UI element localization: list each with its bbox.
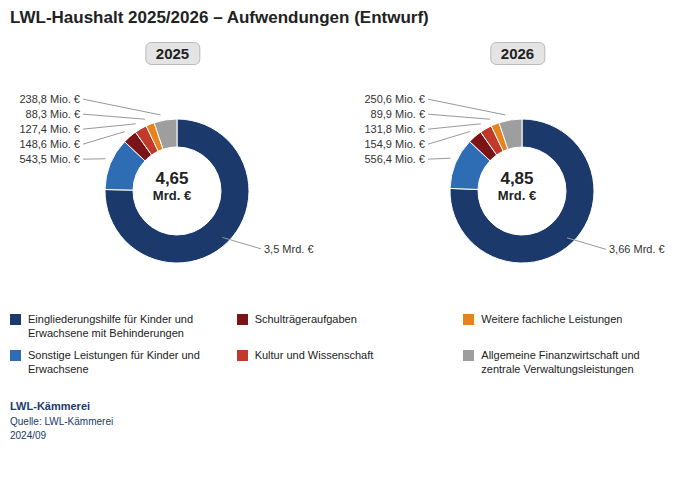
svg-text:250,6 Mio. €: 250,6 Mio. € — [364, 93, 425, 105]
html-text:Schulträgeraufgaben: Schulträgeraufgaben — [254, 313, 357, 325]
svg-text:3,5 Mrd. €: 3,5 Mrd. € — [264, 243, 314, 255]
svg-text:148,6 Mio. €: 148,6 Mio. € — [19, 138, 80, 150]
html-text:Weitere fachliche Leistungen: Weitere fachliche Leistungen — [481, 313, 623, 325]
html-text:LWL-Haushalt 2025/2026 – Aufwe: LWL-Haushalt 2025/2026 – Aufwendungen (E… — [10, 8, 429, 27]
svg-text:131,8 Mio. €: 131,8 Mio. € — [364, 123, 425, 135]
html-text:2025: 2025 — [155, 45, 190, 62]
svg-text:89,9 Mio. €: 89,9 Mio. € — [371, 108, 425, 120]
html-text:LWL-Kämmerei: LWL-Kämmerei — [10, 400, 91, 412]
svg-text:88,3 Mio. €: 88,3 Mio. € — [26, 108, 80, 120]
html-text:4,85: 4,85 — [500, 168, 534, 188]
html-text:Kultur und Wissenschaft: Kultur und Wissenschaft — [254, 349, 374, 361]
svg-text:127,4 Mio. €: 127,4 Mio. € — [19, 123, 80, 135]
html-text:4,65: 4,65 — [155, 168, 189, 188]
html-text:Mrd. €: Mrd. € — [497, 187, 537, 203]
html-text:Mrd. €: Mrd. € — [152, 187, 192, 203]
html-text:Allgemeine Finanzwirtschaft un: Allgemeine Finanzwirtschaft und zentrale… — [481, 349, 640, 375]
html-text:Quelle: LWL-Kämmerei 2024/09: Quelle: LWL-Kämmerei 2024/09 — [10, 416, 114, 441]
svg-text:238,8 Mio. €: 238,8 Mio. € — [19, 93, 80, 105]
svg-text:556,4 Mio. €: 556,4 Mio. € — [364, 153, 425, 165]
html-text:2026: 2026 — [500, 45, 535, 62]
html-text:Eingliederungshilfe für Kinder: Eingliederungshilfe für Kinder und Erwac… — [28, 313, 194, 339]
svg-text:154,9 Mio. €: 154,9 Mio. € — [364, 138, 425, 150]
svg-text:3,66 Mrd. €: 3,66 Mrd. € — [609, 243, 665, 255]
html-text:Sonstige Leistungen für Kinder: Sonstige Leistungen für Kinder und Erwac… — [28, 349, 200, 375]
svg-text:543,5 Mio. €: 543,5 Mio. € — [19, 153, 80, 165]
